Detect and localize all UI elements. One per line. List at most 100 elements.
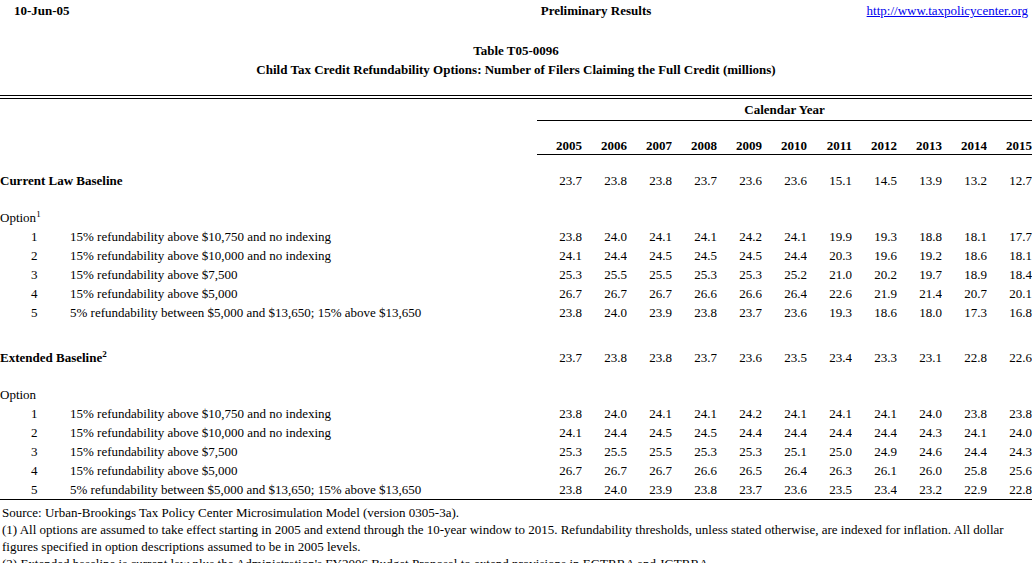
option-row: 315% refundability above $7,50025.325.52… <box>0 442 1032 461</box>
value-cell: 22.8 <box>987 480 1032 500</box>
option-description: 15% refundability above $7,500 <box>70 444 238 459</box>
empty-corner-cell <box>0 121 537 155</box>
value-cell: 26.7 <box>582 284 627 303</box>
value-cell: 23.6 <box>762 171 807 190</box>
value-cell: 23.9 <box>627 480 672 500</box>
value-cell: 25.5 <box>582 442 627 461</box>
value-cell: 12.7 <box>987 171 1032 190</box>
option-description: 5% refundability between $5,000 and $13,… <box>70 305 421 320</box>
data-table: Calendar Year 20052006200720082009201020… <box>0 95 1032 500</box>
header-link[interactable]: http://www.taxpolicycenter.org <box>867 3 1028 19</box>
value-cell: 24.5 <box>672 423 717 442</box>
header-date: 10-Jun-05 <box>14 3 70 19</box>
value-cell: 26.5 <box>717 461 762 480</box>
value-cell: 25.1 <box>762 442 807 461</box>
footnote-marker: 1 <box>36 209 41 219</box>
option-description: 15% refundability above $7,500 <box>70 267 238 282</box>
calendar-year-header: Calendar Year <box>537 97 1032 121</box>
value-cell: 21.9 <box>852 284 897 303</box>
row-label: Option <box>0 387 36 402</box>
year-column-header: 2015 <box>987 121 1032 155</box>
value-cell: 24.2 <box>717 404 762 423</box>
value-cell: 26.4 <box>762 284 807 303</box>
option-row: 55% refundability between $5,000 and $13… <box>0 303 1032 322</box>
row-label: Option <box>0 210 36 225</box>
value-cell: 26.6 <box>717 284 762 303</box>
value-cell: 24.0 <box>582 404 627 423</box>
value-cell: 18.1 <box>942 227 987 246</box>
value-cell: 24.1 <box>807 404 852 423</box>
value-cell: 24.5 <box>717 246 762 265</box>
value-cell: 25.8 <box>942 461 987 480</box>
value-cell: 25.3 <box>717 442 762 461</box>
value-cell: 23.6 <box>762 303 807 322</box>
value-cell: 26.7 <box>537 461 582 480</box>
value-cell: 19.3 <box>807 303 852 322</box>
value-cell: 24.6 <box>897 442 942 461</box>
value-cell: 24.3 <box>987 442 1032 461</box>
option-row: 115% refundability above $10,750 and no … <box>0 404 1032 423</box>
value-cell: 24.4 <box>762 246 807 265</box>
value-cell: 18.0 <box>897 303 942 322</box>
value-cell: 24.4 <box>582 423 627 442</box>
value-cell: 24.1 <box>762 404 807 423</box>
value-cell: 25.6 <box>987 461 1032 480</box>
option-number: 4 <box>0 461 70 480</box>
option-row: 55% refundability between $5,000 and $13… <box>0 480 1032 500</box>
option-description: 15% refundability above $5,000 <box>70 286 238 301</box>
value-cell: 23.8 <box>627 348 672 367</box>
value-cell: 24.0 <box>582 227 627 246</box>
option-number: 5 <box>0 303 70 322</box>
value-cell: 23.1 <box>897 348 942 367</box>
value-cell: 26.7 <box>627 284 672 303</box>
option-header-row: Option1 <box>0 208 1032 227</box>
value-cell: 26.1 <box>852 461 897 480</box>
year-column-header: 2010 <box>762 121 807 155</box>
value-cell: 25.2 <box>762 265 807 284</box>
document-page: 10-Jun-05 Preliminary Results http://www… <box>0 0 1032 563</box>
value-cell: 24.1 <box>627 404 672 423</box>
value-cell: 23.7 <box>672 171 717 190</box>
baseline-row: Extended Baseline223.723.823.823.723.623… <box>0 348 1032 367</box>
value-cell: 24.1 <box>672 227 717 246</box>
option-row: 415% refundability above $5,000 26.7 26.7 2… <box>0 461 1032 480</box>
value-cell: 18.6 <box>942 246 987 265</box>
value-cell: 24.1 <box>537 423 582 442</box>
value-cell: 25.3 <box>672 265 717 284</box>
option-row: 215% refundability above $10,000 and no … <box>0 423 1032 442</box>
year-column-header: 2013 <box>897 121 942 155</box>
value-cell: 23.8 <box>672 480 717 500</box>
value-cell: 23.8 <box>537 303 582 322</box>
value-cell: 23.6 <box>762 480 807 500</box>
value-cell: 23.7 <box>717 480 762 500</box>
value-cell: 24.9 <box>852 442 897 461</box>
value-cell: 13.9 <box>897 171 942 190</box>
option-description: 15% refundability above $5,000 <box>70 463 238 478</box>
value-cell: 23.7 <box>717 303 762 322</box>
year-column-header: 2005 <box>537 121 582 155</box>
value-cell: 18.9 <box>942 265 987 284</box>
value-cell: 26.7 <box>627 461 672 480</box>
value-cell: 23.8 <box>672 303 717 322</box>
calendar-year-row: Calendar Year <box>0 97 1032 121</box>
value-cell: 24.4 <box>762 423 807 442</box>
value-cell: 23.5 <box>807 480 852 500</box>
year-column-header: 2014 <box>942 121 987 155</box>
value-cell: 24.4 <box>582 246 627 265</box>
value-cell: 19.7 <box>897 265 942 284</box>
value-cell: 24.0 <box>582 303 627 322</box>
value-cell: 15.1 <box>807 171 852 190</box>
value-cell: 19.6 <box>852 246 897 265</box>
value-cell: 18.1 <box>987 246 1032 265</box>
value-cell: 25.3 <box>717 265 762 284</box>
value-cell: 22.8 <box>942 348 987 367</box>
value-cell: 23.7 <box>537 171 582 190</box>
value-cell: 25.5 <box>627 442 672 461</box>
value-cell: 25.0 <box>807 442 852 461</box>
value-cell: 26.0 <box>897 461 942 480</box>
page-header: 10-Jun-05 Preliminary Results http://www… <box>0 0 1032 23</box>
value-cell: 24.4 <box>807 423 852 442</box>
value-cell: 23.8 <box>537 404 582 423</box>
value-cell: 24.4 <box>942 442 987 461</box>
value-cell: 24.0 <box>582 480 627 500</box>
